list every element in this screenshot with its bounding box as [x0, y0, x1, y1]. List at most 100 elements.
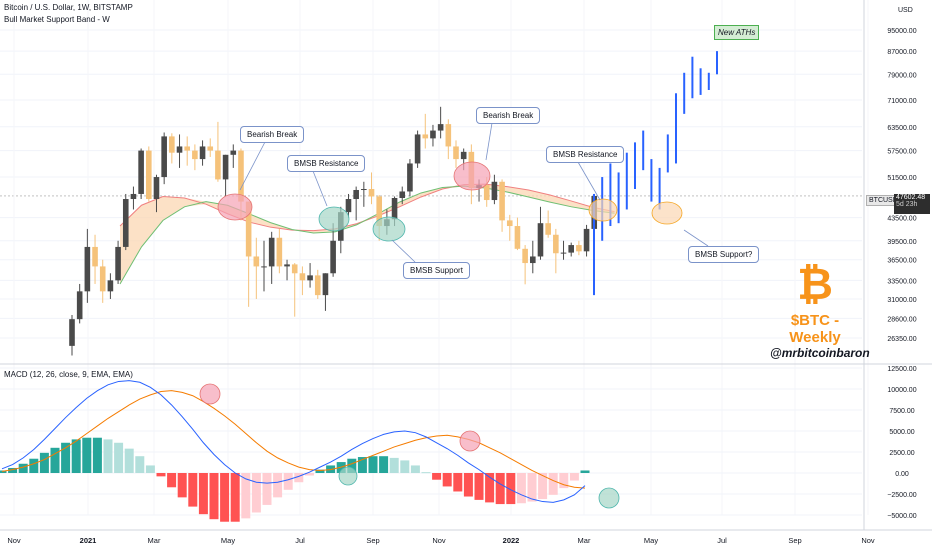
macd-tick-label: 5000.00 [889, 429, 914, 436]
macd-tick-label: 10000.00 [887, 387, 916, 394]
candle-body [184, 146, 190, 151]
highlight-circle [588, 198, 618, 222]
macd-histogram-bar [294, 473, 304, 483]
macd-histogram-bar [421, 472, 431, 474]
macd-histogram-bar [283, 473, 293, 490]
time-tick-label: Nov [7, 536, 21, 545]
time-tick-label: Jul [295, 536, 305, 545]
macd-histogram-bar [156, 473, 166, 477]
macd-histogram-bar [315, 469, 325, 473]
time-tick-label: Mar [148, 536, 161, 545]
macd-histogram-bar [167, 473, 177, 488]
macd-tick-label: 12500.00 [887, 366, 916, 373]
candle-body [276, 237, 283, 267]
candle-body [530, 256, 536, 264]
annotation-bmsb-resistance-2: BMSB Resistance [546, 146, 625, 163]
chart-title: Bitcoin / U.S. Dollar, 1W, BITSTAMP [4, 3, 133, 12]
candle-body [407, 163, 413, 192]
candle-body [353, 189, 359, 200]
macd-histogram-bar [71, 439, 81, 473]
bmsb-band [119, 183, 615, 285]
macd-histogram-bar [516, 473, 526, 504]
candle-body [445, 124, 452, 147]
highlight-circle [217, 193, 253, 221]
macd-pane: 12500.00 10000.00 7500.00 5000.00 2500.00 0.0… [0, 366, 917, 522]
macd-histogram-bar [347, 458, 357, 473]
candle-body [422, 134, 429, 139]
macd-histogram-bar [304, 473, 314, 476]
macd-highlight-circle [199, 383, 221, 405]
time-tick-label: May [221, 536, 235, 545]
macd-histogram-bar [368, 456, 378, 473]
candle-body [576, 245, 582, 252]
macd-histogram-bar [220, 473, 230, 522]
annotation-leader [577, 161, 601, 201]
macd-histogram-bar [114, 442, 124, 473]
macd-histogram-bar [538, 473, 548, 500]
macd-histogram-bar [29, 458, 39, 473]
branding-handle: @mrbitcoinbaron [770, 346, 870, 360]
macd-label: MACD (12, 26, close, 9, EMA, EMA) [4, 370, 133, 379]
macd-histogram-bar [124, 448, 134, 473]
macd-tick-label: 0.00 [895, 471, 909, 478]
macd-tick-label: −5000.00 [887, 513, 916, 520]
candle-body [161, 136, 167, 178]
candle-body [238, 150, 244, 202]
candle-body [122, 199, 129, 247]
price-tick-label: 36500.00 [887, 258, 916, 265]
annotation-new-aths: New ATHs [714, 25, 760, 40]
candle-body [437, 124, 444, 131]
candle-body [84, 246, 91, 292]
candle-body [138, 150, 144, 194]
candle-body [92, 246, 98, 267]
macd-histogram-bar [453, 473, 463, 492]
macd-histogram-bar [82, 437, 92, 473]
candle-body [230, 150, 237, 155]
bitcoin-logo-icon: ₿ [797, 260, 833, 309]
bar-countdown: 5d 23h [896, 201, 918, 208]
macd-histogram-bar [39, 452, 49, 473]
currency-label: USD [898, 7, 913, 14]
macd-highlight-circle [338, 466, 358, 486]
macd-histogram-bar [442, 473, 452, 487]
candle-body [215, 150, 221, 180]
candle-body [199, 146, 206, 160]
last-price-tag: 47602.48 5d 23h [894, 194, 930, 214]
macd-highlight-circle [459, 430, 481, 452]
macd-histogram-bar [495, 473, 505, 505]
candle-body [361, 189, 367, 191]
candle-body [414, 134, 421, 164]
macd-histogram-bar [410, 465, 420, 473]
time-tick-label: Nov [861, 536, 875, 545]
macd-histogram-bar [389, 457, 399, 473]
candle-body [299, 273, 306, 281]
annotation-leader [312, 170, 328, 207]
candle-body [291, 264, 298, 274]
macd-histogram-bar [8, 467, 18, 473]
time-tick-label: Mar [578, 536, 591, 545]
macd-histogram-bar [209, 473, 219, 520]
highlight-circle [318, 206, 350, 232]
price-tick-label: 26350.00 [887, 336, 916, 343]
macd-histogram-bar [251, 473, 261, 513]
annotation-bmsb-support-question: BMSB Support? [688, 246, 760, 263]
candle-body [460, 151, 467, 160]
highlight-circle [372, 216, 406, 242]
candle-body [545, 223, 551, 235]
candle-body [115, 246, 121, 281]
macd-histogram-bar [177, 473, 187, 498]
last-price-value: 47602.48 [896, 194, 926, 201]
macd-histogram-bar [262, 473, 272, 505]
macd-histogram-bar [432, 473, 442, 480]
candle-body [69, 319, 75, 346]
macd-highlight-circle [598, 487, 620, 509]
macd-histogram-bar [103, 439, 113, 473]
macd-histogram-bar [506, 473, 516, 505]
macd-histogram-bar [474, 473, 484, 500]
candle-body [284, 264, 290, 267]
macd-histogram-bar [135, 456, 145, 473]
annotation-leader [239, 141, 266, 191]
candle-body [483, 185, 490, 201]
annotation-leader [391, 239, 416, 263]
